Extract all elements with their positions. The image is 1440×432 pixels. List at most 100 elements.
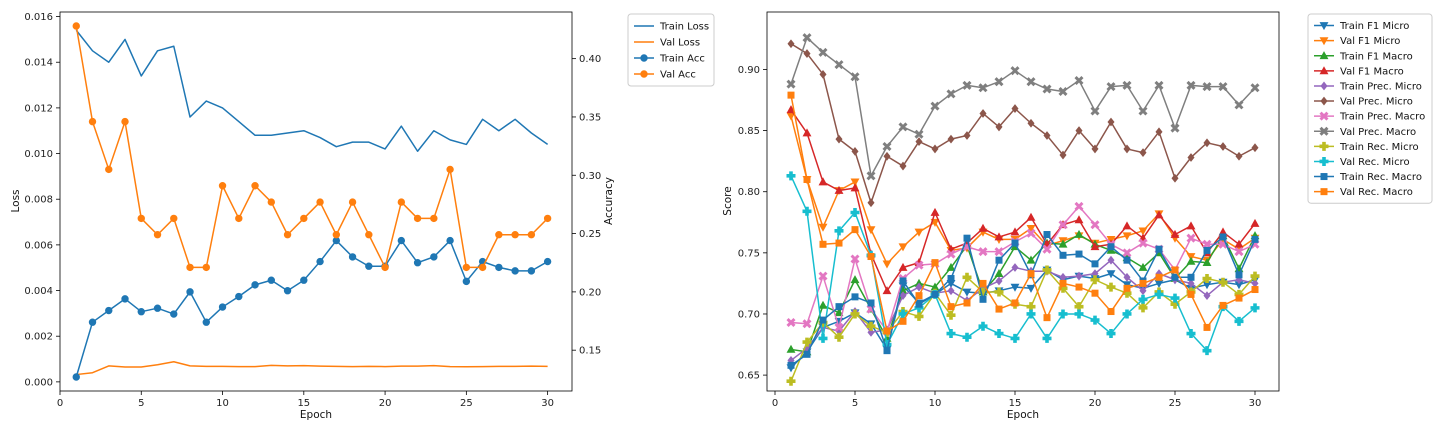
- data-point: [1042, 265, 1052, 275]
- data-point: [1251, 286, 1259, 294]
- data-point: [1138, 262, 1148, 271]
- data-point: [1059, 150, 1067, 160]
- data-point: [882, 141, 892, 151]
- legend-marker: [1319, 22, 1329, 31]
- data-point: [899, 277, 907, 285]
- data-point: [446, 165, 454, 174]
- data-point: [835, 239, 843, 247]
- series-val-acc: [72, 22, 552, 272]
- data-point: [1187, 279, 1195, 288]
- data-point: [786, 79, 796, 89]
- legend-marker: [1319, 37, 1329, 46]
- y-tick-label: 0.85: [738, 126, 760, 137]
- data-point: [1107, 255, 1115, 265]
- data-point: [267, 198, 276, 206]
- data-point: [915, 282, 923, 292]
- data-point: [995, 276, 1003, 286]
- data-point: [267, 276, 276, 284]
- data-point: [1187, 153, 1195, 162]
- data-point: [170, 310, 178, 318]
- legend-item-train-prec-macro: Train Prec. Macro: [1314, 111, 1425, 123]
- right-chart-ticks: 0 5 10 15 20 25 30 0.65 0.70 0.75 0.80 0.85 0.90: [738, 65, 1262, 409]
- data-point: [851, 146, 859, 156]
- data-point: [866, 226, 876, 235]
- data-point: [478, 263, 487, 272]
- series-train-loss: [75, 29, 549, 153]
- data-point: [88, 318, 97, 326]
- data-point: [994, 247, 1004, 257]
- y-right-tick-label: 0.25: [579, 229, 601, 240]
- y-tick-label: 0.75: [738, 248, 760, 259]
- legend-label: Train F1 Macro: [1339, 51, 1413, 62]
- x-tick-label: 10: [929, 398, 942, 409]
- data-point: [1139, 148, 1147, 157]
- x-tick-label: 15: [297, 398, 310, 409]
- data-point: [899, 161, 907, 171]
- data-point: [1122, 80, 1132, 90]
- data-point: [1027, 270, 1035, 278]
- data-point: [251, 281, 259, 289]
- y-tick-label: 0.65: [738, 371, 760, 382]
- data-point: [947, 303, 955, 311]
- series-line-train-acc: [75, 239, 548, 378]
- y-tick-label: 0.016: [24, 12, 53, 23]
- data-point: [930, 218, 940, 227]
- legend-item-train-prec-micro: Train Prec. Micro: [1314, 81, 1422, 92]
- data-point: [787, 91, 795, 99]
- legend-item-val-rec-macro: Val Rec. Macro: [1314, 187, 1413, 198]
- data-point: [1074, 215, 1084, 224]
- data-point: [850, 183, 860, 192]
- data-point: [348, 253, 357, 261]
- data-point: [931, 290, 939, 298]
- data-point: [835, 303, 843, 311]
- data-point: [818, 177, 828, 186]
- data-point: [1026, 77, 1036, 87]
- legend-item-train-loss: Train Loss: [634, 22, 709, 33]
- data-point: [1058, 220, 1068, 230]
- legend-item-val-f1-macro: Val F1 Macro: [1314, 66, 1404, 77]
- data-point: [850, 208, 860, 218]
- legend-label: Val Rec. Macro: [1340, 187, 1413, 198]
- legend-label: Train Rec. Macro: [1339, 172, 1422, 183]
- data-point: [979, 295, 987, 303]
- data-point: [1011, 263, 1019, 272]
- y-right-tick-label: 0.20: [579, 287, 601, 298]
- data-point: [1026, 255, 1036, 264]
- series-val-loss: [76, 361, 548, 376]
- y-tick-label: 0.014: [24, 58, 53, 69]
- data-point: [915, 137, 923, 146]
- data-point: [787, 39, 795, 49]
- data-point: [1074, 309, 1084, 319]
- data-point: [1202, 82, 1212, 92]
- data-point: [978, 321, 988, 331]
- data-point: [1250, 83, 1260, 93]
- data-point: [930, 207, 940, 216]
- data-point: [72, 22, 80, 30]
- data-point: [978, 223, 988, 232]
- left-chart-ylabel: Loss: [10, 189, 22, 212]
- data-point: [1074, 75, 1084, 85]
- data-point: [1075, 271, 1083, 281]
- data-point: [994, 77, 1004, 87]
- data-point: [802, 206, 812, 216]
- data-point: [1186, 221, 1196, 230]
- left-chart-plot-frame: [59, 11, 573, 392]
- data-point: [834, 226, 844, 236]
- data-point: [1219, 233, 1227, 241]
- series-val-rec-micro: [786, 171, 1260, 356]
- data-point: [1042, 84, 1052, 94]
- series-line-val-prec-micro: [790, 43, 1256, 204]
- data-point: [381, 263, 389, 272]
- data-point: [1154, 210, 1164, 219]
- data-point: [1027, 118, 1035, 128]
- legend-marker: [640, 70, 648, 78]
- data-point: [283, 287, 292, 295]
- legend-label: Train Rec. Micro: [1339, 142, 1419, 153]
- legend-item-val-loss: Val Loss: [634, 38, 700, 49]
- series-line-train-rec-micro: [790, 269, 1256, 382]
- data-point: [1011, 299, 1019, 307]
- data-point: [947, 134, 955, 144]
- data-point: [899, 291, 907, 301]
- data-point: [543, 214, 552, 223]
- x-tick-label: 30: [1249, 398, 1262, 409]
